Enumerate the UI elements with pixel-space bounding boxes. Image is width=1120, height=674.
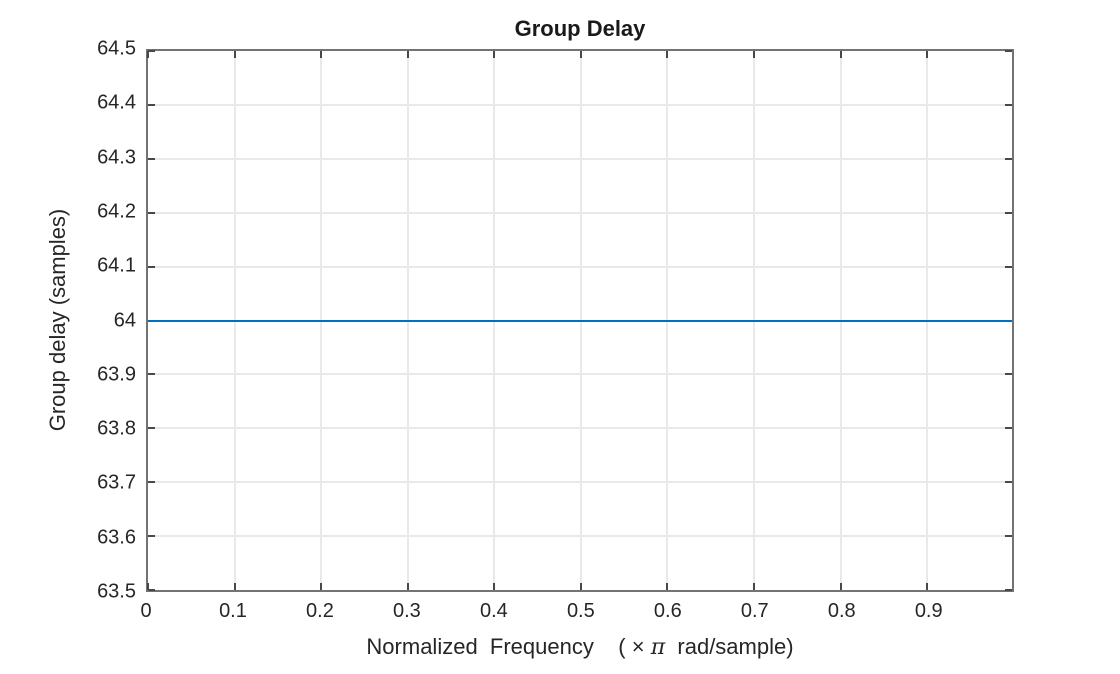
x-tick-label: 0.1	[219, 600, 247, 622]
y-tick-mark	[1005, 373, 1012, 376]
x-axis-label-prefix: Normalized Frequency ( ×	[366, 634, 651, 659]
x-tick-mark	[666, 583, 669, 590]
x-tick-mark	[579, 51, 582, 58]
chart-title: Group Delay	[514, 16, 646, 41]
x-tick-label: 0.8	[827, 600, 856, 622]
y-tick-mark	[1005, 589, 1012, 591]
y-tick-mark	[148, 103, 155, 106]
x-tick-label: 0.7	[740, 600, 769, 622]
y-grid-line	[148, 373, 1012, 376]
y-grid-line	[148, 157, 1012, 160]
x-tick-mark	[926, 583, 929, 590]
y-grid-line	[148, 481, 1012, 484]
x-tick-label: 0.9	[914, 600, 943, 622]
y-tick-label: 63.5	[97, 580, 136, 603]
y-tick-mark	[148, 589, 155, 591]
y-tick-mark	[148, 535, 155, 538]
x-tick-mark	[406, 51, 409, 58]
y-tick-mark	[1005, 50, 1012, 52]
plot-area	[146, 49, 1014, 592]
y-tick-mark	[1005, 481, 1012, 484]
y-tick-mark	[1005, 103, 1012, 106]
x-tick-mark	[666, 51, 669, 58]
y-tick-mark	[148, 481, 155, 484]
y-tick-mark	[148, 211, 155, 214]
x-tick-mark	[493, 583, 496, 590]
x-tick-label: 0.2	[306, 600, 334, 622]
y-grid-line	[148, 211, 1012, 214]
y-tick-labels: 63.5 63.6 63.7 63.8 63.9 64 64.1 64.2 64.3 64.4 64…	[0, 38, 136, 603]
y-tick-mark	[148, 265, 155, 268]
x-tick-mark	[493, 51, 496, 58]
y-tick-mark	[1005, 211, 1012, 214]
x-tick-mark	[579, 583, 582, 590]
x-axis-label: Normalized Frequency ( × π rad/sample)	[146, 634, 1014, 660]
x-tick-labels: 0 0.1 0.2 0.3 0.4 0.5 0.6 0.7 0.8 0.9	[140, 600, 1014, 628]
x-tick-label: 0.3	[393, 600, 421, 622]
x-tick-mark	[926, 51, 929, 58]
y-tick-label: 64	[113, 309, 136, 331]
y-tick-mark	[148, 373, 155, 376]
x-tick-label: 0.5	[566, 600, 595, 622]
x-tick-mark	[752, 51, 755, 58]
y-tick-label: 63.6	[97, 526, 136, 549]
x-tick-mark	[147, 583, 149, 590]
x-tick-mark	[147, 51, 149, 58]
y-tick-label: 64.5	[97, 37, 136, 60]
y-grid-line	[148, 535, 1012, 538]
y-tick-mark	[1005, 535, 1012, 538]
pi-symbol: π	[650, 635, 666, 660]
y-tick-mark	[148, 427, 155, 430]
y-grid-line	[148, 265, 1012, 268]
x-tick-label: 0.6	[653, 600, 682, 622]
y-tick-mark	[1005, 157, 1012, 160]
x-axis-label-suffix: rad/sample)	[665, 634, 794, 659]
x-tick-label: 0.4	[479, 600, 508, 622]
y-tick-mark	[148, 50, 155, 52]
y-tick-label: 64.3	[97, 146, 136, 169]
y-tick-label: 64.4	[97, 91, 136, 114]
x-tick-mark	[752, 583, 755, 590]
x-tick-mark	[233, 51, 236, 58]
y-tick-label: 63.8	[97, 417, 136, 440]
x-tick-mark	[406, 583, 409, 590]
y-grid-line	[148, 427, 1012, 430]
x-tick-mark	[233, 583, 236, 590]
y-tick-label: 64.2	[97, 200, 136, 223]
group-delay-line	[148, 319, 1012, 322]
x-tick-label: 0	[140, 600, 152, 622]
y-tick-label: 64.1	[97, 254, 136, 277]
x-tick-mark	[839, 51, 842, 58]
y-tick-mark	[1005, 265, 1012, 268]
x-tick-mark	[839, 583, 842, 590]
y-tick-mark	[1005, 427, 1012, 430]
y-tick-mark	[148, 157, 155, 160]
x-tick-mark	[320, 51, 323, 58]
y-grid-line	[148, 103, 1012, 106]
y-tick-label: 63.9	[97, 363, 136, 386]
x-tick-mark	[320, 583, 323, 590]
y-tick-label: 63.7	[97, 471, 136, 494]
